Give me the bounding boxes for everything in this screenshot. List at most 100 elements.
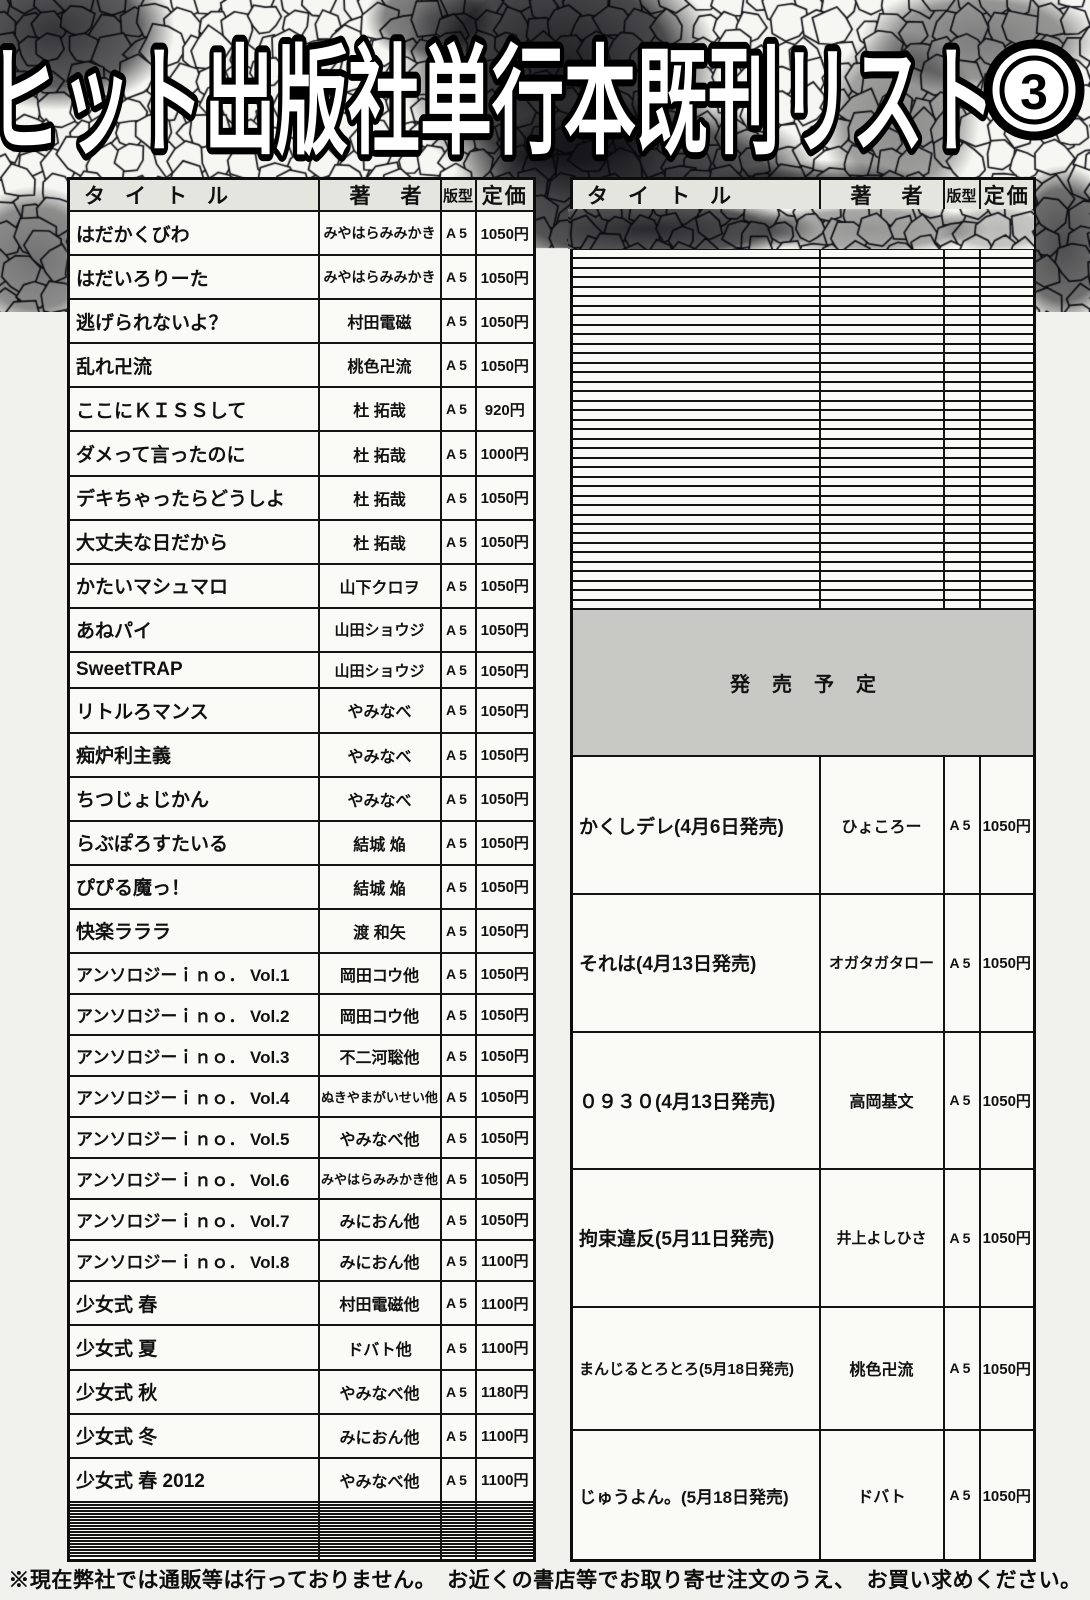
empty-author-cell bbox=[317, 1549, 442, 1555]
empty-title-cell bbox=[570, 466, 821, 478]
empty-row bbox=[67, 1500, 536, 1506]
empty-format-cell bbox=[439, 1531, 477, 1537]
empty-price-cell bbox=[978, 247, 1036, 260]
empty-title-cell bbox=[570, 257, 821, 269]
empty-author-cell bbox=[818, 456, 945, 469]
column-header-price: 定価 bbox=[978, 177, 1036, 212]
volume-number: 3 bbox=[1020, 64, 1048, 120]
empty-price-cell bbox=[474, 1500, 536, 1506]
empty-title-cell bbox=[67, 1522, 320, 1528]
empty-price-cell bbox=[474, 1540, 536, 1546]
empty-author-cell bbox=[818, 409, 945, 421]
empty-price-cell bbox=[978, 371, 1036, 383]
book-row: アンソロジーｉｎｏ． Vol.7 みにおん他 A5 1050円 bbox=[67, 1198, 536, 1242]
empty-row bbox=[570, 503, 1036, 516]
book-title-cell: じゅうよん。(5月18日発売) bbox=[570, 1429, 821, 1562]
empty-author-cell bbox=[317, 1522, 442, 1528]
empty-title-cell bbox=[570, 579, 821, 592]
empty-title-cell bbox=[570, 409, 821, 421]
book-title-cell: アンソロジーｉｎｏ． Vol.2 bbox=[67, 993, 320, 1037]
book-row: SweetTRAP 山田ショウジ A5 1050円 bbox=[67, 650, 536, 690]
empty-format-cell bbox=[942, 466, 981, 478]
empty-row bbox=[570, 475, 1036, 488]
empty-format-cell bbox=[439, 1506, 477, 1512]
book-format-cell: A5 bbox=[942, 1168, 981, 1308]
empty-title-cell bbox=[570, 484, 821, 497]
empty-row bbox=[570, 522, 1036, 535]
empty-title-cell bbox=[570, 276, 821, 288]
empty-format-cell bbox=[942, 579, 981, 592]
empty-row bbox=[67, 1525, 536, 1531]
book-price-cell: 920円 bbox=[474, 386, 536, 433]
book-author-cell: 杜 拓哉 bbox=[317, 430, 442, 477]
book-price-cell: 1050円 bbox=[978, 1168, 1036, 1308]
book-row: 少女式 秋やみなべ他 A5 1180円 bbox=[67, 1368, 536, 1415]
book-author-cell: オガタガタロー bbox=[818, 893, 945, 1033]
empty-format-cell bbox=[439, 1519, 477, 1525]
empty-price-cell bbox=[978, 276, 1036, 288]
column-header-title: タイトル bbox=[67, 177, 320, 212]
empty-price-cell bbox=[474, 1503, 536, 1509]
empty-row bbox=[570, 437, 1036, 450]
empty-format-cell bbox=[439, 1546, 477, 1552]
release-row: まんじるとろとろ(5月18日発売) 桃色卍流 A5 1050円 bbox=[570, 1305, 1036, 1432]
book-author-cell: みやはらみみかき bbox=[317, 209, 442, 257]
book-author-cell: 杜 拓哉 bbox=[317, 386, 442, 433]
empty-row bbox=[67, 1546, 536, 1552]
empty-row bbox=[570, 456, 1036, 469]
book-format-cell: A5 bbox=[439, 474, 477, 521]
book-format-cell: A5 bbox=[439, 1368, 477, 1415]
empty-format-cell bbox=[439, 1540, 477, 1546]
release-row: 拘束違反(5月11日発売) 井上よしひさ A5 1050円 bbox=[570, 1168, 1036, 1308]
book-author-cell: ひょころー bbox=[818, 755, 945, 896]
empty-row bbox=[570, 323, 1036, 336]
empty-author-cell bbox=[818, 598, 945, 611]
book-title-cell: はだかくびわ bbox=[67, 209, 320, 257]
empty-row bbox=[570, 541, 1036, 554]
empty-author-cell bbox=[317, 1534, 442, 1540]
book-title-cell: 乱れ卍流 bbox=[67, 342, 320, 389]
book-format-cell: A5 bbox=[942, 1305, 981, 1432]
empty-row bbox=[67, 1512, 536, 1518]
empty-author-cell bbox=[818, 494, 945, 507]
empty-title-cell bbox=[67, 1546, 320, 1552]
book-title-cell: アンソロジーｉｎｏ． Vol.5 bbox=[67, 1116, 320, 1160]
book-title-cell: 逃げられないよ？ bbox=[67, 298, 320, 345]
book-title-cell: ダメって言ったのに bbox=[67, 430, 320, 477]
book-author-cell: 山田ショウジ bbox=[317, 606, 442, 653]
book-author-cell: 桃色卍流 bbox=[818, 1305, 945, 1432]
empty-author-cell bbox=[818, 247, 945, 260]
empty-author-cell bbox=[818, 276, 945, 288]
empty-price-cell bbox=[978, 551, 1036, 563]
empty-title-cell bbox=[570, 456, 821, 469]
empty-title-cell bbox=[570, 494, 821, 507]
book-format-cell: A5 bbox=[439, 1280, 477, 1327]
book-title-cell: かくしデレ(4月6日発売) bbox=[570, 755, 821, 896]
left-header-row: タイトル 著者 版型 定価 bbox=[67, 177, 536, 212]
empty-row bbox=[570, 589, 1036, 601]
empty-price-cell bbox=[978, 598, 1036, 611]
empty-title-cell bbox=[67, 1540, 320, 1546]
empty-title-cell bbox=[570, 266, 821, 279]
empty-price-cell bbox=[474, 1509, 536, 1515]
book-format-cell: A5 bbox=[439, 518, 477, 565]
book-format-cell: A5 bbox=[439, 907, 477, 954]
empty-row bbox=[570, 551, 1036, 563]
empty-title-cell bbox=[570, 295, 821, 307]
book-author-cell: やみなべ bbox=[317, 687, 442, 734]
right-header-row: タイトル 著者 版型 定価 bbox=[570, 177, 1036, 212]
empty-title-cell bbox=[570, 390, 821, 402]
empty-title-cell bbox=[570, 418, 821, 431]
empty-row bbox=[67, 1528, 536, 1534]
empty-format-cell bbox=[942, 314, 981, 326]
empty-format-cell bbox=[942, 484, 981, 497]
empty-title-cell bbox=[570, 447, 821, 459]
book-row: アンソロジーｉｎｏ． Vol.8 みにおん他 A5 1100円 bbox=[67, 1239, 536, 1283]
empty-price-cell bbox=[474, 1549, 536, 1555]
empty-format-cell bbox=[942, 371, 981, 383]
empty-format-cell bbox=[942, 361, 981, 374]
empty-price-cell bbox=[978, 304, 1036, 317]
empty-price-cell bbox=[978, 570, 1036, 582]
empty-row bbox=[570, 579, 1036, 592]
book-price-cell: 1050円 bbox=[978, 755, 1036, 896]
